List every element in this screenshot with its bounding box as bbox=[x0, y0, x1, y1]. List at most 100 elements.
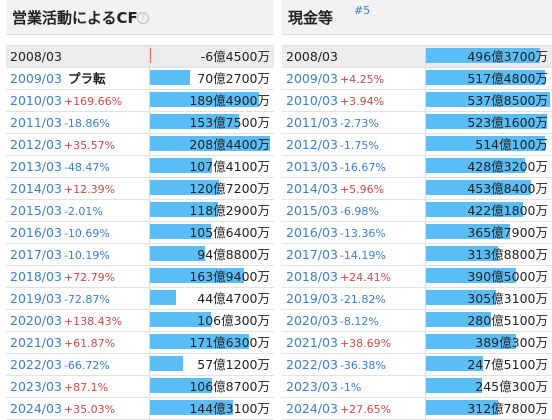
row-year[interactable]: 2017/03 bbox=[10, 247, 62, 262]
row-label: 2020/03 -8.12% bbox=[282, 310, 426, 331]
row-change-percent: +12.39% bbox=[63, 183, 116, 196]
row-year[interactable]: 2016/03 bbox=[10, 225, 62, 240]
row-label: 2010/03 +169.66% bbox=[6, 90, 150, 111]
row-value: 189億4900万 bbox=[189, 93, 270, 108]
row-value: 70億2700万 bbox=[197, 71, 270, 86]
row-value: 305億3100万 bbox=[467, 291, 548, 306]
table-row: 2017/03 -14.19% 313億8800万 bbox=[282, 244, 552, 266]
row-change-percent: -1.75% bbox=[339, 139, 379, 152]
value-bar bbox=[150, 268, 244, 283]
row-label: 2013/03 -16.67% bbox=[282, 156, 426, 177]
row-value: 365億7900万 bbox=[467, 225, 548, 240]
row-year[interactable]: 2021/03 bbox=[10, 335, 62, 350]
row-year[interactable]: 2014/03 bbox=[10, 181, 62, 196]
row-year[interactable]: 2011/03 bbox=[10, 115, 62, 130]
row-label: 2020/03 +138.43% bbox=[6, 310, 150, 331]
value-bar bbox=[426, 114, 547, 129]
value-bar bbox=[150, 202, 218, 217]
row-label: 2017/03 -14.19% bbox=[282, 244, 426, 265]
cash-title: 現金等 bbox=[288, 9, 334, 27]
row-label: 2008/03 bbox=[282, 46, 426, 67]
row-year[interactable]: 2012/03 bbox=[286, 137, 338, 152]
row-year[interactable]: 2022/03 bbox=[286, 357, 338, 372]
row-year[interactable]: 2010/03 bbox=[286, 93, 338, 108]
value-bar bbox=[426, 334, 516, 349]
row-year[interactable]: 2024/03 bbox=[286, 401, 338, 416]
row-year[interactable]: 2009/03 bbox=[10, 71, 62, 86]
table-row: 2012/03 -1.75% 514億100万 bbox=[282, 134, 552, 156]
table-row: 2019/03 -72.87% 44億4700万 bbox=[6, 288, 274, 310]
table-row: 2019/03 -21.82% 305億3100万 bbox=[282, 288, 552, 310]
row-year[interactable]: 2013/03 bbox=[10, 159, 62, 174]
row-value: 245億300万 bbox=[475, 379, 548, 394]
row-year[interactable]: 2021/03 bbox=[286, 335, 338, 350]
row-change-percent: -66.72% bbox=[63, 359, 110, 372]
row-change-percent: -36.38% bbox=[339, 359, 386, 372]
value-bar bbox=[426, 136, 545, 151]
row-year[interactable]: 2012/03 bbox=[10, 137, 62, 152]
row-year[interactable]: 2016/03 bbox=[286, 225, 338, 240]
row-label: 2018/03 +72.79% bbox=[6, 266, 150, 287]
value-bar bbox=[426, 268, 516, 283]
row-change-percent: -72.87% bbox=[63, 293, 110, 306]
operating-cf-title: 営業活動によるCF bbox=[12, 9, 138, 27]
table-row: 2012/03 +35.57% 208億4400万 bbox=[6, 134, 274, 156]
row-year[interactable]: 2009/03 bbox=[286, 71, 338, 86]
cash-footnote-link[interactable]: #5 bbox=[354, 4, 371, 17]
row-label: 2023/03 -1% bbox=[282, 376, 426, 397]
value-bar bbox=[426, 290, 496, 305]
value-bar bbox=[426, 400, 498, 415]
cash-panel: 現金等 #5 2008/03 496億3700万 2009/03 +4.25% 517億… bbox=[282, 0, 552, 420]
row-label: 2012/03 +35.57% bbox=[6, 134, 150, 155]
row-change-percent: -2.01% bbox=[63, 205, 103, 218]
row-year[interactable]: 2010/03 bbox=[10, 93, 62, 108]
value-bar bbox=[426, 158, 525, 173]
row-label: 2022/03 -66.72% bbox=[6, 354, 150, 375]
row-change-percent: -6.98% bbox=[339, 205, 379, 218]
row-year[interactable]: 2013/03 bbox=[286, 159, 338, 174]
row-year[interactable]: 2019/03 bbox=[10, 291, 62, 306]
row-year[interactable]: 2017/03 bbox=[286, 247, 338, 262]
table-row: 2010/03 +3.94% 537億8500万 bbox=[282, 90, 552, 112]
cash-header: 現金等 #5 bbox=[282, 0, 552, 35]
row-value: 312億7800万 bbox=[467, 401, 548, 416]
row-year[interactable]: 2018/03 bbox=[286, 269, 338, 284]
value-bar bbox=[426, 48, 540, 63]
row-year[interactable]: 2014/03 bbox=[286, 181, 338, 196]
row-year[interactable]: 2018/03 bbox=[10, 269, 62, 284]
row-label: 2013/03 -48.47% bbox=[6, 156, 150, 177]
table-row: 2022/03 -36.38% 247億5100万 bbox=[282, 354, 552, 376]
row-label: 2023/03 +87.1% bbox=[6, 376, 150, 397]
table-row: 2010/03 +169.66% 189億4900万 bbox=[6, 90, 274, 112]
table-row: 2020/03 +138.43% 106億300万 bbox=[6, 310, 274, 332]
row-year[interactable]: 2024/03 bbox=[10, 401, 62, 416]
row-year[interactable]: 2022/03 bbox=[10, 357, 62, 372]
value-bar bbox=[150, 356, 183, 371]
question-circle-icon[interactable]: ? bbox=[137, 12, 149, 24]
row-value: -6億4500万 bbox=[200, 49, 270, 64]
row-year[interactable]: 2020/03 bbox=[286, 313, 338, 328]
row-year[interactable]: 2019/03 bbox=[286, 291, 338, 306]
row-label: 2010/03 +3.94% bbox=[282, 90, 426, 111]
row-year[interactable]: 2015/03 bbox=[10, 203, 62, 218]
table-row: 2024/03 +27.65% 312億7800万 bbox=[282, 398, 552, 420]
row-year[interactable]: 2023/03 bbox=[286, 379, 338, 394]
row-value: 208億4400万 bbox=[189, 137, 270, 152]
value-bar bbox=[426, 180, 531, 195]
row-value: 496億3700万 bbox=[467, 49, 548, 64]
value-bar bbox=[150, 290, 176, 305]
row-year[interactable]: 2023/03 bbox=[10, 379, 62, 394]
value-bar bbox=[426, 312, 491, 327]
table-row: 2013/03 -16.67% 428億3200万 bbox=[282, 156, 552, 178]
row-year[interactable]: 2015/03 bbox=[286, 203, 338, 218]
table-row: 2021/03 +61.87% 171億6300万 bbox=[6, 332, 274, 354]
row-year[interactable]: 2011/03 bbox=[286, 115, 338, 130]
value-bar bbox=[426, 92, 550, 107]
value-bar bbox=[150, 136, 270, 151]
row-value: 118億2900万 bbox=[189, 203, 270, 218]
value-bar bbox=[150, 246, 205, 261]
row-value: 428億3200万 bbox=[467, 159, 548, 174]
row-year[interactable]: 2020/03 bbox=[10, 313, 62, 328]
row-change-percent: +61.87% bbox=[63, 337, 116, 350]
row-value: 107億4100万 bbox=[189, 159, 270, 174]
